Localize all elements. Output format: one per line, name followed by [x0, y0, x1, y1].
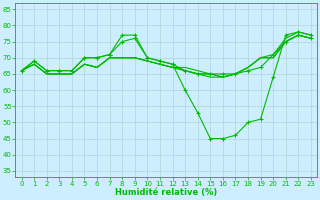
X-axis label: Humidité relative (%): Humidité relative (%)	[115, 188, 217, 197]
